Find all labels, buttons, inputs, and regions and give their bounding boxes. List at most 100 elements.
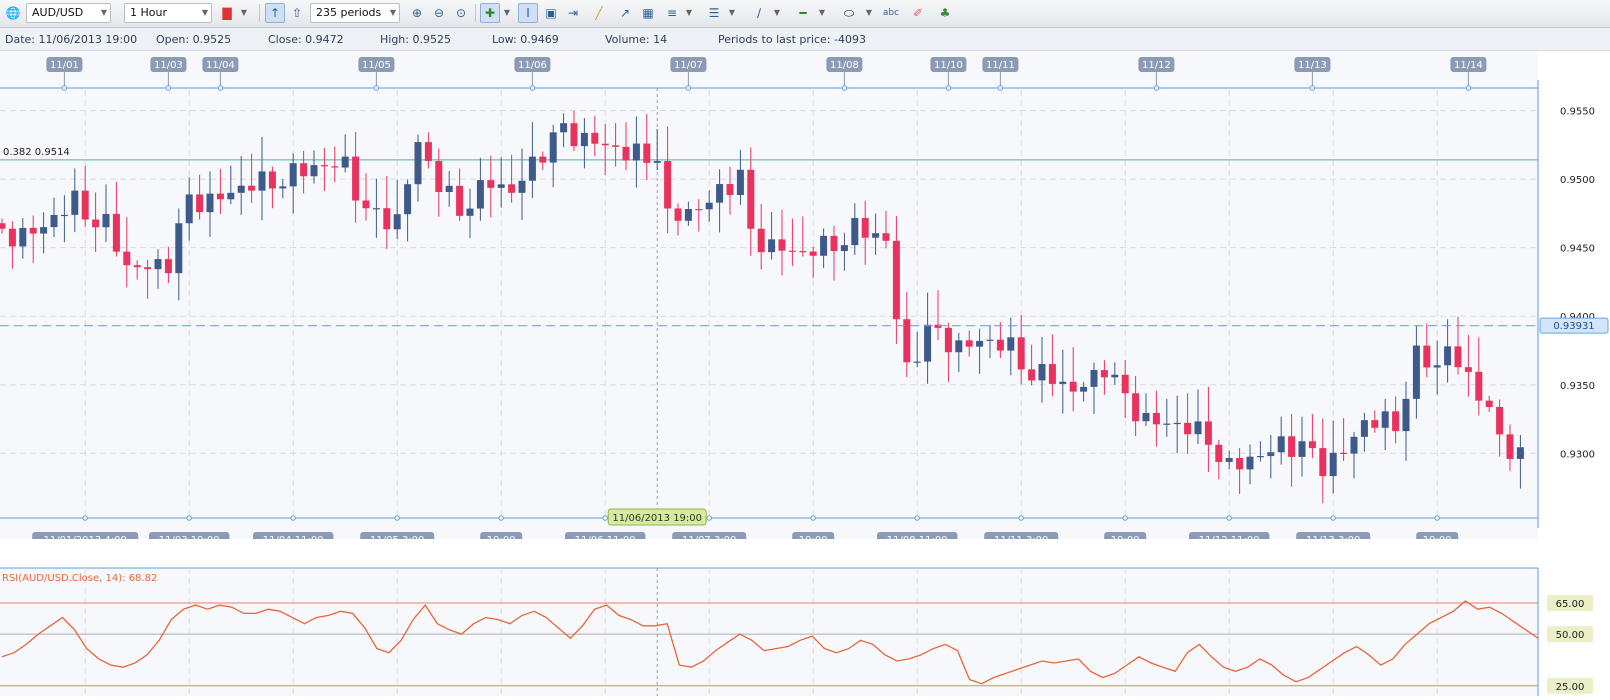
date-marker[interactable]: 11/13 — [1294, 57, 1331, 91]
candle — [716, 169, 724, 233]
zoom-in-icon[interactable]: ⊕ — [411, 6, 423, 20]
info-volume: Volume: 14 — [605, 33, 668, 46]
price-chart[interactable]: 0.382 0.9514 0.95500.95000.94500.94000.9… — [0, 51, 1610, 539]
calendar-icon[interactable]: ▦ — [642, 6, 654, 20]
candle-body — [1236, 457, 1244, 470]
candle — [924, 292, 932, 384]
trend-line-icon[interactable]: ∕ — [756, 6, 762, 20]
x-tick-bg — [565, 532, 646, 539]
tree-icon[interactable]: ♣ — [939, 6, 951, 20]
symbol-select[interactable]: AUD/USD ▼ — [26, 3, 111, 23]
zoom-fit-icon[interactable]: ⊙ — [455, 6, 467, 20]
x-tick-label: 11/07 3:00 — [682, 535, 736, 539]
eraser-icon[interactable]: ✐ — [912, 6, 924, 20]
crosshair-icon[interactable]: ✚ — [480, 3, 500, 23]
candle — [289, 153, 297, 214]
snap-icon[interactable]: ⇥ — [567, 6, 579, 20]
x-tick-dot — [1122, 515, 1128, 521]
interval-select[interactable]: 1 Hour ▼ — [124, 3, 212, 23]
candle — [476, 157, 484, 221]
rsi-axis-labels: 65.00 50.00 25.00 — [1547, 595, 1593, 694]
candle — [1464, 335, 1472, 397]
date-marker[interactable]: 11/08 — [826, 57, 863, 91]
compare-icon[interactable]: ▣ — [545, 6, 557, 20]
chart-type-icon[interactable]: ▇ — [222, 6, 232, 20]
candle-body — [1464, 367, 1472, 372]
date-marker[interactable]: 11/07 — [670, 57, 707, 91]
rsi-chart[interactable]: RSI(AUD/USD.Close, 14): 68.82 65.00 50.00… — [0, 555, 1610, 700]
candle — [1433, 340, 1441, 395]
periods-select[interactable]: 235 periods ▼ — [310, 3, 400, 23]
candle-body — [383, 208, 391, 230]
x-tick-bg — [672, 532, 747, 539]
candle-body — [1392, 411, 1400, 432]
chevron-down-icon[interactable]: ▼ — [818, 8, 826, 17]
candle-body — [1246, 456, 1254, 470]
chevron-down-icon[interactable]: ▼ — [685, 8, 693, 17]
candle — [1381, 399, 1389, 451]
text-tool-icon[interactable]: abc — [882, 8, 900, 18]
chevron-down-icon[interactable]: ▼ — [728, 8, 736, 17]
date-marker[interactable]: 11/03 — [150, 57, 187, 91]
candle — [310, 150, 318, 184]
trade-icon[interactable]: ↗ — [619, 6, 631, 20]
crosshair-tag-bg — [607, 508, 707, 526]
date-marker[interactable]: 11/06 — [514, 57, 551, 91]
candle-body — [1277, 436, 1285, 453]
x-tick: 19:00 — [1104, 515, 1147, 539]
candle — [622, 122, 630, 171]
chevron-down-icon[interactable]: ▼ — [503, 8, 511, 17]
rsi-grid — [84, 568, 1438, 696]
date-marker[interactable]: 11/12 — [1138, 57, 1175, 91]
candle — [872, 213, 880, 255]
date-marker[interactable]: 11/14 — [1450, 57, 1487, 91]
cursor-text-icon[interactable]: I — [518, 3, 538, 23]
candle-body — [1485, 400, 1493, 407]
line-style-icon[interactable]: ☰ — [708, 6, 720, 20]
fib-icon[interactable]: ≡ — [666, 6, 678, 20]
candle-body — [476, 180, 484, 209]
ellipse-icon[interactable]: ⬭ — [843, 6, 855, 20]
candle-body — [1225, 457, 1233, 462]
candle — [601, 124, 609, 175]
candle — [1132, 375, 1140, 437]
candle-body — [1100, 370, 1108, 378]
candle-body — [1132, 393, 1140, 422]
candle — [1163, 398, 1171, 437]
candle-body — [508, 184, 516, 193]
candle-body — [393, 214, 401, 230]
chevron-down-icon[interactable]: ▼ — [773, 8, 781, 17]
candle — [1308, 414, 1316, 458]
export-icon[interactable]: ⇧ — [291, 6, 303, 20]
candle-body — [1080, 386, 1088, 392]
horizontal-line-icon[interactable]: ━ — [799, 6, 807, 20]
zoom-out-icon[interactable]: ⊖ — [433, 6, 445, 20]
chevron-down-icon[interactable]: ▼ — [865, 8, 873, 17]
rsi-levels — [0, 602, 1538, 687]
date-marker[interactable]: 11/04 — [202, 57, 239, 91]
add-indicator-icon[interactable]: ↑ — [265, 3, 285, 23]
date-marker-label: 11/10 — [934, 60, 963, 71]
date-marker[interactable]: 11/10 — [930, 57, 967, 91]
candle-body — [851, 218, 859, 246]
date-marker[interactable]: 11/05 — [358, 57, 395, 91]
last-price-label: 0.93931 — [1553, 321, 1594, 332]
date-marker[interactable]: 11/11 — [982, 57, 1019, 91]
candle — [903, 292, 911, 378]
candle — [362, 173, 370, 221]
x-tick-dot — [914, 515, 920, 521]
date-marker-label: 11/04 — [206, 60, 235, 71]
rsi-tick: 25.00 — [1547, 677, 1593, 694]
candle-body — [684, 209, 692, 221]
date-marker-dot — [841, 85, 848, 91]
rsi-tick-label: 25.00 — [1556, 682, 1585, 693]
ruler-icon[interactable]: ╱ — [595, 6, 603, 20]
candle-body — [216, 193, 224, 200]
date-marker[interactable]: 11/01 — [46, 57, 83, 91]
chevron-down-icon[interactable]: ▼ — [240, 8, 248, 17]
candle-body — [934, 324, 942, 328]
candle-body — [248, 185, 256, 191]
date-marker-bg — [930, 57, 967, 72]
globe-icon[interactable]: 🌐 — [5, 6, 21, 20]
date-marker-bg — [150, 57, 187, 72]
